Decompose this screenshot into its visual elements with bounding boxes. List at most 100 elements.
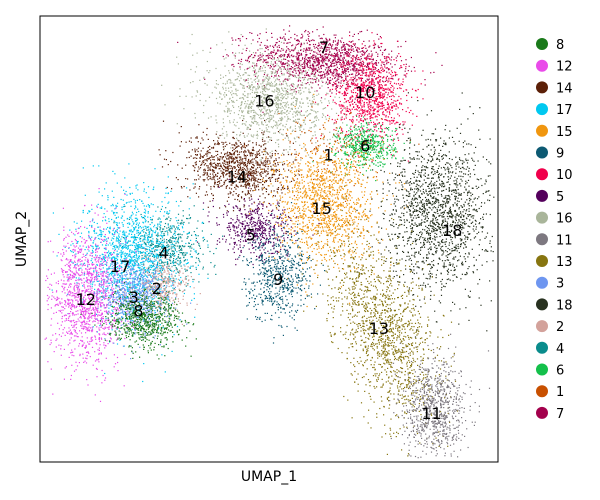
point [329,57,331,60]
point [264,150,266,152]
point [316,150,318,152]
point [258,37,260,40]
point [249,190,251,192]
point [331,172,333,174]
point [322,81,324,83]
point [309,67,311,69]
point [349,79,351,81]
point [357,89,359,91]
point [353,151,355,153]
point [204,78,206,80]
point [395,108,397,110]
point [274,132,276,134]
point [261,104,264,106]
point [394,64,396,66]
point [269,77,271,79]
point [277,125,279,127]
point [207,117,210,119]
point [375,97,377,99]
point [196,91,199,93]
point [342,130,344,132]
point [360,84,362,86]
point [200,155,202,157]
point [373,46,376,48]
point [379,76,381,78]
point [262,153,265,156]
point [234,57,236,59]
point [309,65,311,67]
point [301,33,303,35]
point [281,65,283,67]
point [231,157,233,159]
point [353,66,355,68]
point [263,106,265,108]
point [328,81,330,83]
point [370,101,372,103]
point [369,81,371,83]
point [374,126,376,128]
point [250,179,252,181]
point [356,143,358,145]
point [287,68,289,70]
point [285,90,287,92]
point [216,44,218,46]
point [293,195,295,197]
point [376,144,379,146]
point [210,188,212,190]
point [334,83,336,85]
point [320,180,322,182]
point [271,156,273,158]
point [309,65,311,67]
point [363,101,365,103]
point [233,131,235,133]
point [241,115,243,117]
point [371,107,373,109]
point [307,105,309,107]
point [386,140,389,142]
point [249,128,251,130]
point [246,103,248,105]
point [279,76,281,78]
point [300,65,302,67]
point [265,180,267,182]
point [265,158,267,160]
point [230,110,232,112]
point [334,47,337,49]
point [301,66,303,68]
point [190,137,192,139]
point [236,150,238,152]
point [358,140,361,142]
point [183,108,185,110]
point [289,41,291,44]
point [313,178,315,181]
point [335,93,337,95]
point [396,74,398,76]
point [334,64,336,67]
point [294,158,296,160]
point [381,54,383,56]
point [312,71,314,73]
point [350,167,352,169]
point [276,84,278,86]
point [378,128,380,130]
point [272,85,274,87]
point [377,162,379,164]
point [214,182,216,184]
point [373,140,375,142]
point [239,167,242,169]
point [368,74,370,76]
point [261,67,263,69]
point [361,149,363,151]
point [252,103,254,105]
point [216,131,218,133]
point [230,153,232,155]
point [262,111,264,113]
point [366,124,368,126]
point [217,136,219,138]
point [384,93,386,95]
point [322,133,324,135]
point [279,129,281,131]
point [355,128,357,130]
point [295,119,297,121]
point [369,84,371,86]
